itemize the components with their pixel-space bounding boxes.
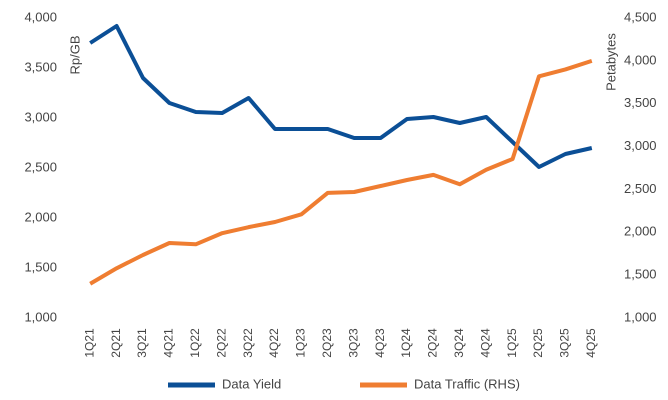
y2-tick-label: 3,500 (624, 95, 657, 110)
x-tick-label: 1Q25 (505, 328, 519, 358)
x-tick-label: 2Q24 (426, 328, 440, 358)
y-axis-label: Rp/GB (67, 35, 82, 74)
y2-tick-label: 2,000 (624, 224, 657, 239)
y-tick-label: 2,500 (24, 159, 57, 174)
y-tick-label: 4,000 (24, 9, 57, 24)
y2-tick-label: 1,000 (624, 309, 657, 324)
data-line (89, 58, 593, 286)
x-tick-label: 1Q22 (188, 328, 202, 358)
x-tick-label: 1Q21 (82, 328, 96, 358)
x-tick-label: 3Q24 (452, 328, 466, 358)
x-tick-label: 3Q25 (558, 328, 572, 358)
y2-tick-label: 1,500 (624, 267, 657, 282)
x-tick-label: 2Q22 (214, 328, 228, 358)
x-tick-label: 4Q21 (162, 328, 176, 358)
x-tick-label: 2Q21 (109, 328, 123, 358)
x-tick-label: 4Q23 (373, 328, 387, 358)
y-tick-label: 1,000 (24, 309, 57, 324)
x-tick-label: 4Q24 (478, 328, 492, 358)
y-tick-label: 3,500 (24, 59, 57, 74)
x-tick-label: 3Q22 (241, 328, 255, 358)
x-tick-label: 3Q21 (135, 328, 149, 358)
y-tick-label: 1,500 (24, 259, 57, 274)
y2-tick-label: 2,500 (624, 181, 657, 196)
y2-tick-label: 3,000 (624, 138, 657, 153)
y2-tick-label: 4,000 (624, 52, 657, 67)
legend-label: Data Traffic (RHS) (414, 376, 520, 391)
y-tick-label: 2,000 (24, 209, 57, 224)
y2-tick-label: 4,500 (624, 9, 657, 24)
x-tick-label: 4Q22 (267, 328, 281, 358)
x-tick-label: 2Q23 (320, 328, 334, 358)
x-tick-label: 3Q23 (346, 328, 360, 358)
data-line (89, 24, 593, 169)
x-tick-label: 1Q24 (399, 328, 413, 358)
x-tick-label: 2Q25 (531, 328, 545, 358)
y2-axis-label: Petabytes (603, 33, 618, 91)
x-tick-label: 1Q23 (294, 328, 308, 358)
y-tick-label: 3,000 (24, 109, 57, 124)
legend-label: Data Yield (222, 376, 281, 391)
x-tick-label: 4Q25 (584, 328, 598, 358)
